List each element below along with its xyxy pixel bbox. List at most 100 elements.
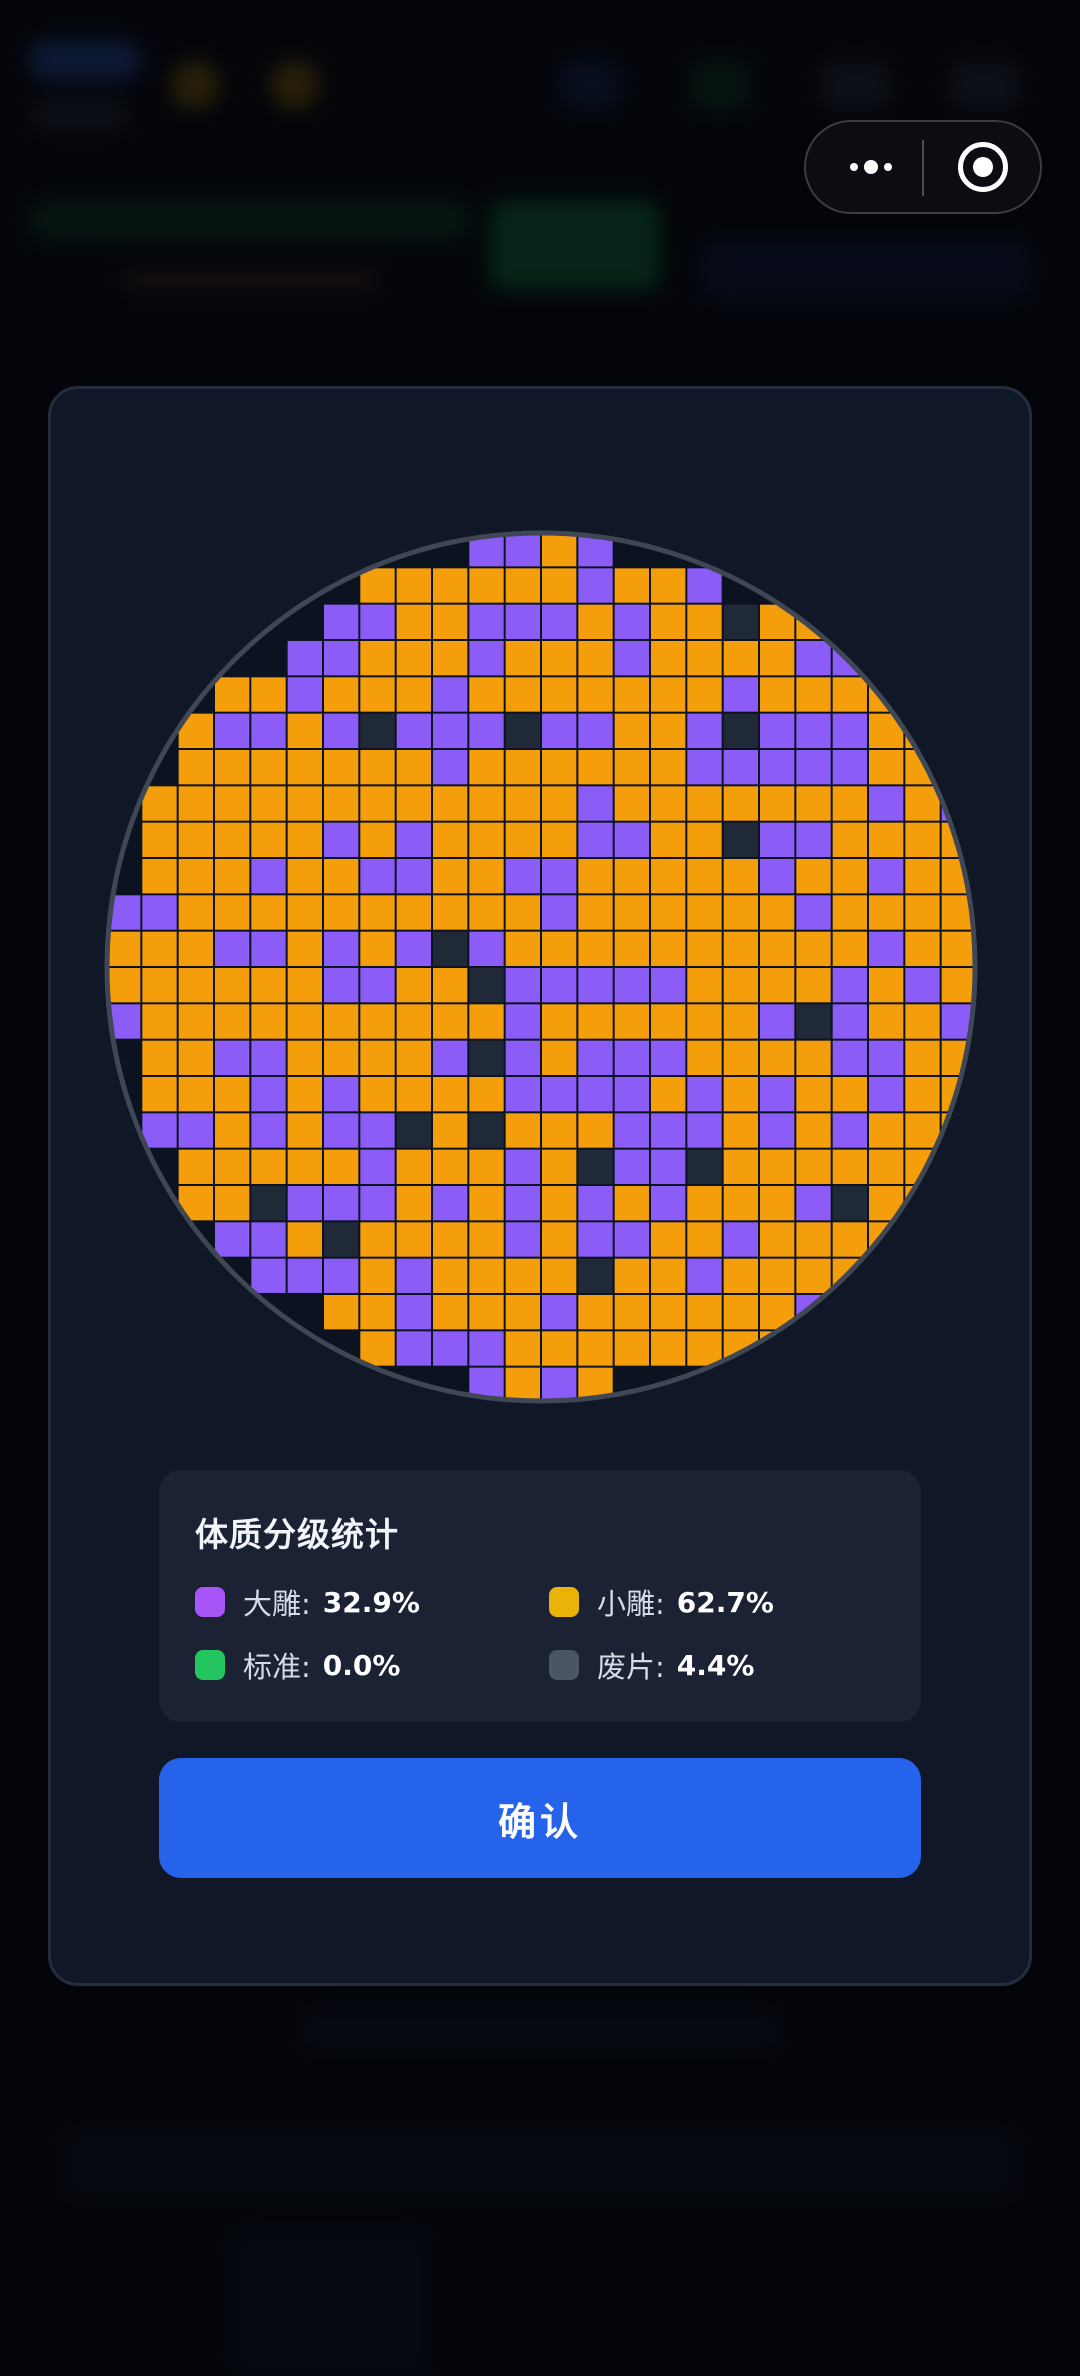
wafer-die — [723, 1040, 758, 1075]
wafer-die — [651, 859, 686, 894]
wafer-die — [178, 1149, 213, 1184]
wafer-die — [869, 1258, 904, 1293]
wafer-die — [542, 533, 577, 567]
wafer-die — [542, 1222, 577, 1257]
wafer-die — [723, 822, 758, 857]
wafer-die — [723, 641, 758, 676]
wafer-die — [396, 641, 431, 676]
stat-value: 62.7% — [676, 1585, 774, 1619]
wafer-die — [578, 713, 613, 748]
wafer-die — [360, 1149, 395, 1184]
wafer-die — [178, 822, 213, 857]
wafer-die — [578, 931, 613, 966]
wafer-die — [687, 713, 722, 748]
wafer-die — [505, 1222, 540, 1257]
wafer-die — [469, 750, 504, 785]
close-mini-program-icon[interactable] — [958, 142, 1008, 192]
wafer-die — [651, 1149, 686, 1184]
wafer-die — [469, 1113, 504, 1148]
wafer-die — [360, 641, 395, 676]
wafer-die — [324, 677, 359, 712]
wafer-die — [723, 713, 758, 748]
stat-value: 32.9% — [322, 1585, 420, 1619]
wafer-die — [869, 859, 904, 894]
wafer-die — [251, 1149, 286, 1184]
wafer-die — [542, 1113, 577, 1148]
wafer-die — [251, 1258, 286, 1293]
wafer-die — [287, 641, 322, 676]
wafer-die — [651, 568, 686, 603]
wafer-die — [723, 1258, 758, 1293]
wafer-die — [941, 968, 975, 1003]
wafer-die — [614, 786, 649, 821]
wafer-die — [760, 713, 795, 748]
wafer-die — [941, 1149, 975, 1184]
wafer-die — [651, 1258, 686, 1293]
wafer-die — [433, 713, 468, 748]
wafer-die — [360, 968, 395, 1003]
more-icon[interactable] — [836, 122, 906, 212]
wafer-die — [360, 604, 395, 639]
wafer-die — [687, 1149, 722, 1184]
wafer-die — [469, 1004, 504, 1039]
wafer-die — [178, 750, 213, 785]
stat-value: 0.0% — [322, 1648, 401, 1682]
wafer-die — [796, 713, 831, 748]
wafer-die — [651, 677, 686, 712]
wafer-die — [542, 859, 577, 894]
wafer-die — [542, 713, 577, 748]
wafer-die — [433, 786, 468, 821]
wafer-die — [433, 1186, 468, 1221]
wafer-die — [505, 859, 540, 894]
wafer-die — [614, 1295, 649, 1330]
wafer-die — [324, 1258, 359, 1293]
wafer-die — [505, 750, 540, 785]
wafer-die — [832, 1186, 867, 1221]
wafer-die — [796, 1186, 831, 1221]
wafer-die — [796, 1149, 831, 1184]
wafer-die — [832, 677, 867, 712]
wafer-die — [469, 1077, 504, 1112]
wafer-die — [687, 1295, 722, 1330]
wafer-die — [978, 932, 981, 966]
wafer-die — [832, 713, 867, 748]
wafer-die — [578, 568, 613, 603]
wafer-die — [796, 1258, 831, 1293]
wafer-die — [215, 895, 250, 930]
wafer-die — [905, 1004, 940, 1039]
wafer-die — [396, 604, 431, 639]
wafer-die — [360, 1113, 395, 1148]
wafer-die — [760, 786, 795, 821]
wafer-die — [142, 786, 177, 821]
wafer-die — [324, 931, 359, 966]
wafer-die — [578, 1258, 613, 1293]
wafer-die — [287, 1186, 322, 1221]
wafer-die — [723, 1222, 758, 1257]
wafer-die — [324, 895, 359, 930]
wafer-die — [760, 1077, 795, 1112]
wafer-die — [978, 968, 981, 1002]
wafer-die — [687, 1040, 722, 1075]
wafer-die — [905, 895, 940, 930]
wafer-die — [578, 1004, 613, 1039]
wafer-die — [651, 1040, 686, 1075]
wafer-die — [542, 677, 577, 712]
wafer-die — [760, 1113, 795, 1148]
wafer-die — [687, 1258, 722, 1293]
wafer-die — [287, 1040, 322, 1075]
wafer-die — [287, 895, 322, 930]
wafer-die — [251, 968, 286, 1003]
wafer-die — [723, 895, 758, 930]
wafer-die — [687, 786, 722, 821]
wafer-die — [941, 859, 975, 894]
wafer-die — [760, 822, 795, 857]
wafer-die — [542, 604, 577, 639]
wafer-die — [142, 822, 177, 857]
wafer-die — [832, 750, 867, 785]
wafer-die — [796, 1077, 831, 1112]
confirm-button[interactable]: 确认 — [159, 1758, 921, 1878]
wafer-die — [796, 968, 831, 1003]
wafer-die — [505, 1113, 540, 1148]
wafer-die — [760, 1004, 795, 1039]
wafer-die — [542, 895, 577, 930]
